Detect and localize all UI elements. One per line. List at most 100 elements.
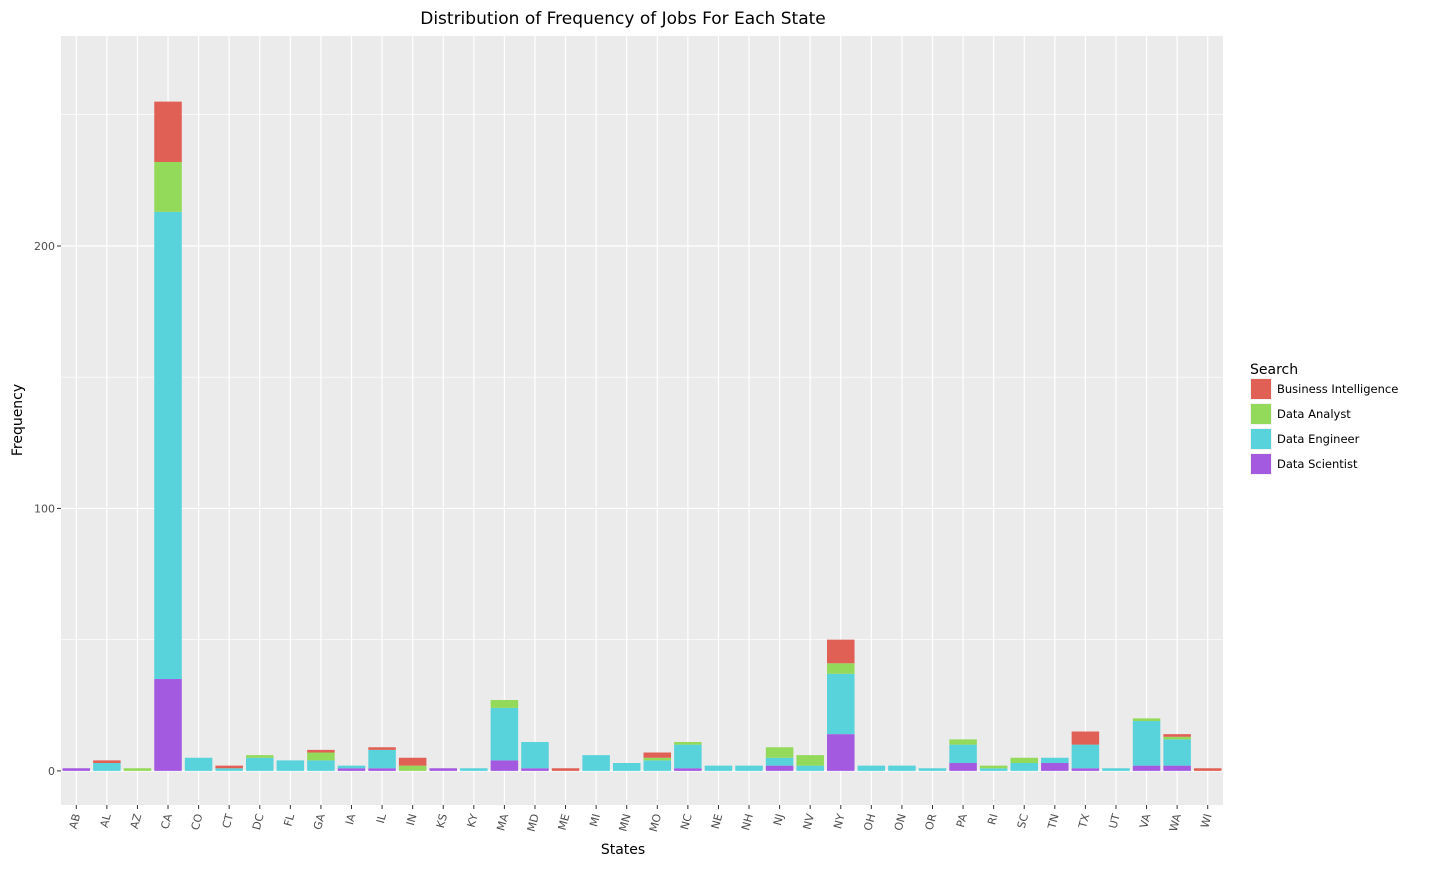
bar-TN-data-scientist (1041, 763, 1069, 771)
bar-CA-data-scientist (154, 679, 182, 771)
x-tick-label: ON (892, 812, 909, 832)
legend-label: Data Analyst (1277, 407, 1351, 421)
bar-IA-data-engineer (337, 765, 366, 769)
bar-IL-business-intelligence (368, 747, 396, 750)
x-tick-label: NH (739, 812, 756, 831)
bar-AZ-data-analyst (123, 768, 152, 771)
bar-PA-data-analyst (949, 739, 977, 745)
bar-OH-data-engineer (857, 765, 886, 771)
x-tick-label: CA (158, 812, 175, 831)
x-tick-label: WA (1167, 812, 1184, 833)
x-tick-label: ME (556, 812, 573, 831)
x-tick-label: IA (343, 812, 358, 826)
x-tick-label: NE (709, 812, 725, 830)
bar-IN-data-analyst (398, 765, 427, 771)
x-tick-label: NC (678, 812, 695, 831)
bar-IN-business-intelligence (398, 757, 427, 766)
bar-TX-data-engineer (1071, 744, 1100, 769)
x-tick-label: GA (311, 812, 328, 831)
x-tick-label: MO (647, 812, 664, 833)
bar-TN-data-engineer (1041, 757, 1069, 764)
y-tick-label: 100 (34, 502, 55, 515)
bar-GA-data-analyst (307, 752, 335, 761)
bar-CA-data-engineer (154, 211, 182, 680)
bar-NY-data-engineer (827, 673, 855, 735)
legend-swatch (1251, 429, 1271, 449)
x-tick-label: CT (220, 812, 236, 830)
y-tick-label: 200 (34, 240, 55, 253)
bar-SC-data-analyst (1010, 757, 1038, 764)
bar-AL-business-intelligence (93, 760, 121, 764)
bar-KY-data-engineer (460, 768, 488, 771)
x-axis: AB AL AZ CA CO CT DC FL GA IA IL IN KS KY MA MD ME MI MN MO… (67, 805, 1215, 833)
bar-DC-data-engineer (246, 757, 274, 771)
x-tick-label: SC (1015, 812, 1031, 830)
legend-title: Search (1250, 362, 1298, 378)
x-tick-label: MI (587, 812, 603, 828)
bar-MO-data-engineer (643, 760, 672, 771)
bar-OR-data-engineer (918, 768, 947, 771)
bar-IL-data-engineer (368, 749, 396, 769)
bar-UT-data-engineer (1102, 768, 1130, 771)
legend: Search Business Intelligence Data Analyst… (1250, 362, 1398, 475)
bar-MD-data-scientist (521, 768, 549, 771)
bar-GA-business-intelligence (307, 749, 335, 753)
bar-WA-data-analyst (1163, 736, 1191, 740)
bar-MN-data-engineer (612, 763, 641, 771)
bar-MO-business-intelligence (643, 752, 672, 758)
x-tick-label: OR (923, 812, 940, 831)
bar-WA-data-engineer (1163, 739, 1191, 766)
x-tick-label: WI (1198, 812, 1214, 829)
x-tick-label: MN (616, 812, 633, 832)
bar-NH-data-engineer (735, 765, 763, 771)
bar-RI-data-engineer (979, 768, 1008, 771)
bar-NJ-data-engineer (765, 757, 794, 766)
bar-NV-data-engineer (796, 765, 824, 771)
bar-RI-data-analyst (979, 765, 1008, 769)
bar-KS-data-scientist (429, 768, 457, 771)
bar-CT-data-engineer (215, 768, 243, 771)
bar-NJ-data-scientist (765, 765, 794, 771)
bar-PA-data-engineer (949, 744, 977, 764)
x-tick-label: PA (954, 812, 970, 829)
x-tick-label: NJ (771, 812, 787, 826)
bar-IL-data-scientist (368, 768, 396, 771)
bar-CA-data-analyst (154, 161, 182, 212)
x-tick-label: TX (1076, 812, 1093, 831)
x-tick-label: KY (465, 812, 481, 829)
x-axis-title: States (601, 842, 645, 858)
legend-label: Data Engineer (1277, 432, 1360, 446)
legend-label: Business Intelligence (1277, 382, 1398, 396)
x-tick-label: MD (525, 812, 542, 833)
bar-DC-data-analyst (246, 755, 274, 758)
x-tick-label: AL (98, 812, 114, 829)
bar-MD-data-engineer (521, 742, 549, 769)
bar-MI-data-engineer (582, 755, 610, 771)
bar-TX-data-scientist (1071, 768, 1100, 771)
bar-MA-data-engineer (490, 707, 519, 761)
bar-NY-data-scientist (827, 734, 855, 771)
x-tick-label: KS (434, 812, 450, 829)
plot-panel (61, 36, 1223, 805)
bar-VA-data-analyst (1132, 718, 1161, 722)
bar-WA-business-intelligence (1163, 734, 1191, 737)
x-tick-label: FL (281, 812, 297, 828)
x-tick-label: OH (861, 812, 878, 832)
bar-NV-data-analyst (796, 755, 824, 766)
x-tick-label: UT (1106, 812, 1122, 830)
bar-WA-data-scientist (1163, 765, 1191, 771)
x-tick-label: TN (1045, 812, 1062, 831)
bar-VA-data-engineer (1132, 721, 1161, 766)
bar-MO-data-analyst (643, 757, 672, 761)
bar-SC-data-engineer (1010, 763, 1038, 771)
bar-NY-data-analyst (827, 663, 855, 674)
x-tick-label: IN (404, 812, 420, 826)
legend-label: Data Scientist (1277, 457, 1358, 471)
bar-NC-data-scientist (674, 768, 702, 771)
chart-title: Distribution of Frequency of Jobs For Ea… (420, 9, 826, 29)
bar-NE-data-engineer (704, 765, 733, 771)
x-tick-label: AZ (128, 812, 145, 830)
y-axis-title: Frequency (10, 384, 26, 456)
